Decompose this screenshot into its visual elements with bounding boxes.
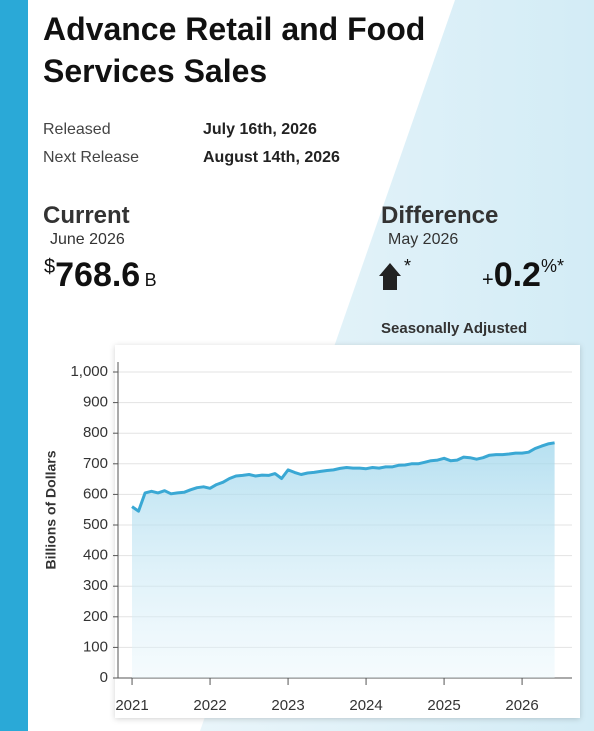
x-tick-label: 2021 (115, 697, 148, 714)
release-date: August 14th, 2026 (203, 149, 340, 166)
footnote-mark: * (556, 256, 564, 276)
difference-value-row: +0.2%* (482, 256, 564, 295)
y-tick-label: 300 (83, 577, 108, 594)
footnote-mark: * (404, 256, 412, 276)
current-period: June 2026 (50, 231, 125, 248)
y-axis-label: Billions of Dollars (43, 450, 59, 569)
current-value-row: $768.6 B (44, 256, 157, 295)
side-stripe (0, 0, 28, 731)
difference-value: 0.2 (493, 256, 541, 294)
y-tick-label: 900 (83, 394, 108, 411)
y-tick-label: 200 (83, 608, 108, 625)
difference-period: May 2026 (388, 231, 459, 248)
unit: % (540, 256, 557, 276)
up-arrow-icon (379, 263, 401, 290)
release-label: Next Release (43, 149, 140, 166)
y-tick-label: 0 (100, 669, 108, 686)
release-date: July 16th, 2026 (203, 121, 317, 138)
x-tick-label: 2025 (427, 697, 460, 714)
current-value: 768.6 (55, 256, 141, 294)
line (131, 441, 555, 513)
current-heading: Current (43, 202, 130, 229)
y-tick-label: 800 (83, 424, 108, 441)
x-tick-label: 2024 (349, 697, 382, 714)
area (132, 442, 555, 678)
title: Advance Retail and Food Services Sales (43, 11, 426, 89)
y-tick-label: 500 (83, 516, 108, 533)
y-tick-label: 100 (83, 638, 108, 655)
sign: + (482, 269, 494, 291)
unit: B (144, 270, 157, 290)
x-tick-label: 2026 (505, 697, 538, 714)
y-tick-label: 1,000 (70, 363, 108, 380)
y-tick-label: 400 (83, 547, 108, 564)
x-tick-label: 2023 (271, 697, 304, 714)
y-tick-label: 600 (83, 485, 108, 502)
x-tick-label: 2022 (193, 697, 226, 714)
release-label: Released (43, 121, 111, 138)
y-tick-label: 700 (83, 455, 108, 472)
note: Seasonally Adjusted (381, 320, 528, 337)
difference-heading: Difference (381, 202, 499, 229)
currency: $ (44, 256, 56, 278)
